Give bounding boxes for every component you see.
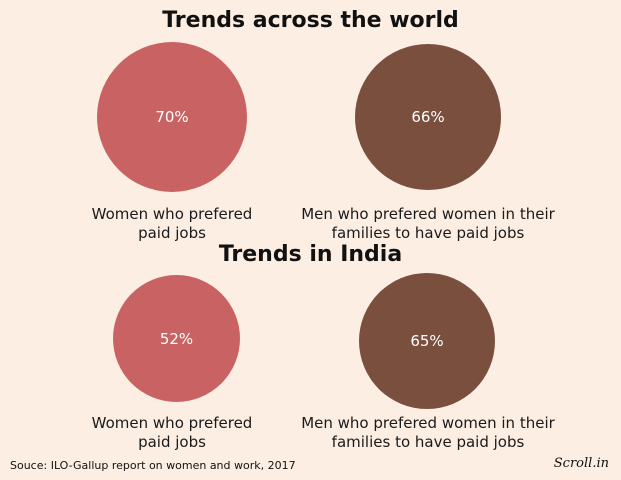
world-section-title: Trends across the world xyxy=(162,8,459,33)
caption-line: paid jobs xyxy=(138,224,206,242)
scroll-logo: Scroll.in xyxy=(553,456,609,471)
india-women-value: 52% xyxy=(159,329,194,348)
world-men-caption: Men who prefered women in their families… xyxy=(288,205,568,243)
india-men-caption: Men who prefered women in their families… xyxy=(288,414,568,452)
india-men-circle: 65% xyxy=(359,273,495,409)
caption-line: families to have paid jobs xyxy=(331,224,525,242)
world-women-circle: 70% xyxy=(97,42,247,192)
caption-line: Men who prefered women in their xyxy=(301,414,555,432)
caption-line: Men who prefered women in their xyxy=(301,205,555,223)
world-men-circle: 66% xyxy=(355,44,501,190)
india-men-value: 65% xyxy=(410,332,444,350)
caption-line: families to have paid jobs xyxy=(331,433,525,451)
world-women-value: 70% xyxy=(155,108,189,126)
india-section-title: Trends in India xyxy=(218,242,403,267)
caption-line: Women who prefered xyxy=(91,205,253,223)
caption-line: paid jobs xyxy=(138,433,206,451)
india-women-caption: Women who prefered paid jobs xyxy=(72,414,272,452)
world-women-caption: Women who prefered paid jobs xyxy=(72,205,272,243)
caption-line: Women who prefered xyxy=(91,414,253,432)
source-note: Souce: ILO-Gallup report on women and wo… xyxy=(10,459,296,472)
world-men-value: 66% xyxy=(411,108,445,126)
india-women-circle: 52% xyxy=(113,275,240,402)
